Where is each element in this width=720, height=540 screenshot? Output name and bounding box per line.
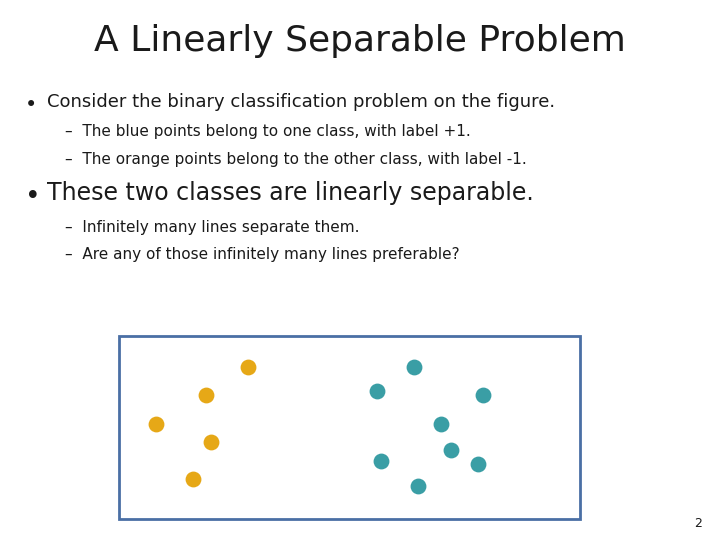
Point bbox=[477, 390, 489, 399]
Point bbox=[445, 446, 456, 454]
Point bbox=[242, 363, 253, 372]
Point bbox=[205, 438, 217, 447]
Text: •: • bbox=[25, 94, 37, 114]
FancyBboxPatch shape bbox=[119, 336, 580, 519]
Text: –  The orange points belong to the other class, with label -1.: – The orange points belong to the other … bbox=[65, 152, 526, 167]
Point bbox=[186, 475, 198, 483]
Text: 2: 2 bbox=[694, 517, 702, 530]
Point bbox=[472, 460, 484, 469]
Text: –  Are any of those infinitely many lines preferable?: – Are any of those infinitely many lines… bbox=[65, 247, 459, 262]
Point bbox=[413, 482, 424, 491]
Point bbox=[408, 363, 420, 372]
Point bbox=[371, 387, 382, 395]
Point bbox=[201, 390, 212, 399]
Text: –  Infinitely many lines separate them.: – Infinitely many lines separate them. bbox=[65, 220, 359, 235]
Text: These two classes are linearly separable.: These two classes are linearly separable… bbox=[47, 181, 534, 205]
Point bbox=[376, 456, 387, 465]
Text: Consider the binary classification problem on the figure.: Consider the binary classification probl… bbox=[47, 93, 555, 111]
Point bbox=[150, 420, 161, 428]
Point bbox=[436, 420, 447, 428]
Text: •: • bbox=[25, 184, 41, 210]
Text: –  The blue points belong to one class, with label +1.: – The blue points belong to one class, w… bbox=[65, 124, 471, 139]
Text: A Linearly Separable Problem: A Linearly Separable Problem bbox=[94, 24, 626, 58]
